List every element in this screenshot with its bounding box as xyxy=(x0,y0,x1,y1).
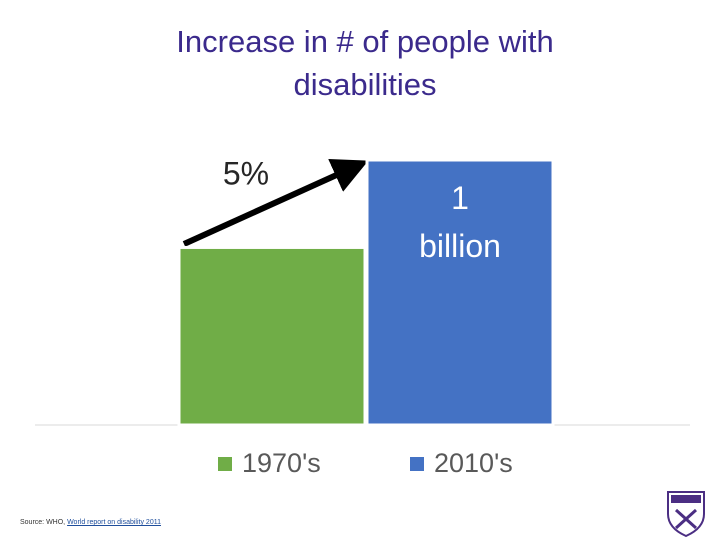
legend-swatch xyxy=(218,457,232,471)
growth-arrow xyxy=(182,159,369,247)
bar xyxy=(177,245,367,427)
chart-title: Increase in # of people with disabilitie… xyxy=(176,24,554,102)
legend-label: 1970's xyxy=(242,448,321,478)
source-link[interactable]: World report on disability 2011 xyxy=(67,519,161,526)
legend-label: 2010's xyxy=(434,448,513,478)
logo xyxy=(667,491,705,538)
value-label: 1 billion xyxy=(419,180,501,264)
annotation: 5% xyxy=(223,155,269,191)
legend-swatch xyxy=(410,457,424,471)
bar xyxy=(365,158,555,427)
source-prefix: Source: WHO, xyxy=(20,519,68,526)
source: Source: WHO, World report on disability … xyxy=(20,519,161,526)
